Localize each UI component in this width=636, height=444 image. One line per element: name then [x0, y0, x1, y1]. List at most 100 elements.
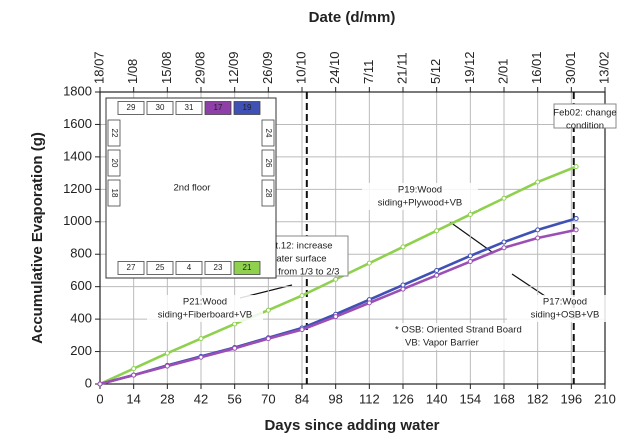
x-tick-label: 154: [459, 391, 481, 406]
point: [400, 244, 406, 250]
annotation: area from 1/3 to 2/3: [257, 267, 340, 278]
x2-tick-label: 2/01: [495, 59, 510, 84]
x-tick-label: 70: [261, 391, 275, 406]
x2-tick-label: 15/08: [159, 51, 174, 84]
y-tick-label: 1000: [63, 213, 92, 228]
room-label: 20: [110, 159, 119, 168]
annotation: P21:Wood: [183, 297, 227, 308]
point: [573, 164, 579, 170]
x-axis-label: Days since adding water: [264, 417, 439, 434]
room: [146, 261, 174, 275]
plot-frame: [99, 91, 606, 385]
x-tick-label: 196: [560, 391, 582, 406]
point: [501, 239, 507, 245]
annotation: VB: Vapor Barrier: [405, 338, 479, 349]
annotation-bg: [362, 183, 478, 210]
room-label: 27: [127, 263, 136, 272]
point: [573, 227, 579, 233]
x2-tick-label: 10/10: [293, 51, 308, 84]
room-label: 18: [110, 189, 119, 198]
x2-tick-label: 29/08: [192, 51, 207, 84]
annotation: water surface: [268, 254, 326, 265]
point: [467, 253, 473, 259]
y-tick-label: 800: [70, 246, 92, 261]
point: [131, 372, 137, 378]
point: [467, 211, 473, 217]
x2-tick-label: 30/01: [563, 51, 578, 84]
point: [434, 267, 440, 273]
room-label: 17: [214, 103, 223, 112]
x2-tick-label: 24/10: [327, 51, 342, 84]
y-tick-label: 1400: [63, 148, 92, 163]
point: [232, 321, 238, 327]
room: [175, 101, 203, 115]
y-tick-label: 1200: [63, 181, 92, 196]
x-tick-label: 126: [392, 391, 414, 406]
x2-tick-label: 12/09: [226, 51, 241, 84]
annotation-bg: [392, 323, 508, 350]
annotation: siding+Plywood+VB: [378, 198, 463, 209]
x-tick-label: 56: [227, 391, 241, 406]
x-tick-label: 28: [160, 391, 174, 406]
annotation-bg: [147, 295, 263, 322]
point: [535, 235, 541, 241]
room: [204, 261, 232, 275]
room-label: 30: [156, 103, 165, 112]
point: [265, 307, 271, 313]
point: [535, 227, 541, 233]
x2-tick-label: 16/01: [529, 51, 544, 84]
annotation-box: [553, 103, 617, 129]
room-label: 24: [264, 129, 273, 138]
y-tick-label: 200: [70, 343, 92, 358]
point: [434, 272, 440, 278]
room-label: 22: [110, 129, 119, 138]
y-tick-label: 0: [85, 375, 92, 390]
room: [261, 179, 275, 207]
annotation: Feb02: change: [553, 108, 616, 119]
room-label: 26: [264, 159, 273, 168]
point: [400, 286, 406, 292]
room-label: 29: [127, 103, 136, 112]
x-tick-label: 210: [594, 391, 616, 406]
x2-tick-label: 13/02: [596, 51, 611, 84]
room: [107, 119, 121, 147]
room: [204, 101, 232, 115]
room: [233, 261, 261, 275]
point: [535, 179, 541, 185]
x2-tick-label: 1/08: [125, 59, 140, 84]
point: [97, 381, 103, 387]
x2-tick-label: 19/12: [462, 51, 477, 84]
y-tick-label: 1800: [63, 83, 92, 98]
x-tick-label: 112: [359, 391, 380, 406]
y-tick-label: 400: [70, 311, 92, 326]
point: [366, 300, 372, 306]
room: [175, 261, 203, 275]
point: [164, 350, 170, 356]
x-tick-label: 84: [295, 391, 309, 406]
arrow: [449, 221, 493, 253]
annotation: siding+Fiberboard+VB: [158, 310, 253, 321]
point: [198, 336, 204, 342]
point: [501, 195, 507, 201]
room: [261, 149, 275, 177]
point: [131, 366, 137, 372]
inset-frame: [105, 97, 277, 279]
room-label: 4: [187, 263, 192, 272]
arrow: [511, 273, 546, 297]
x2-tick-label: 18/07: [91, 51, 106, 84]
point: [198, 354, 204, 360]
annotation: P19:Wood: [398, 185, 442, 196]
room-label: 23: [214, 263, 223, 272]
point: [232, 345, 238, 351]
point: [164, 363, 170, 369]
room: [117, 101, 145, 115]
x2-tick-label: 5/12: [428, 59, 443, 84]
room-label: 31: [185, 103, 194, 112]
point: [501, 245, 507, 251]
x-tick-label: 98: [328, 391, 342, 406]
point: [333, 314, 339, 320]
annotation: siding+OSB+VB: [531, 310, 600, 321]
chart-title: Date (d/mm): [309, 9, 396, 26]
